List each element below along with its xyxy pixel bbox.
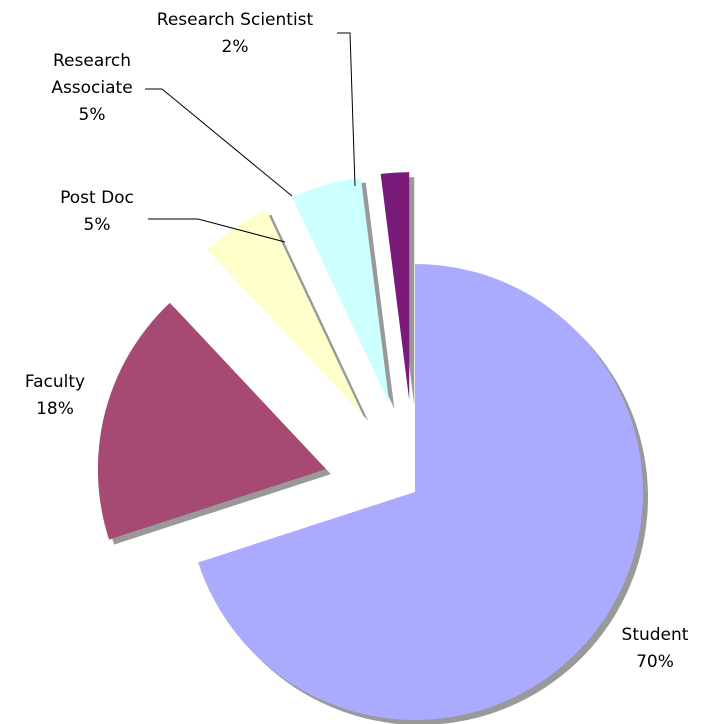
value-label: 18%	[36, 399, 74, 419]
slice	[380, 172, 410, 401]
slice	[207, 209, 364, 416]
slice	[97, 302, 326, 540]
value-label: 5%	[83, 215, 111, 235]
leader-line	[145, 88, 293, 197]
slices	[97, 172, 643, 720]
category-label: Research Associate	[51, 51, 133, 98]
slice-label: Student 70%	[595, 622, 705, 676]
slice-label: Faculty 18%	[5, 369, 105, 423]
value-label: 5%	[78, 105, 106, 125]
category-label: Post Doc	[60, 188, 134, 208]
category-label: Student	[621, 625, 689, 645]
value-label: 70%	[636, 652, 674, 672]
category-label: Research Scientist	[156, 10, 314, 30]
slice	[198, 264, 643, 720]
value-label: 2%	[221, 37, 249, 57]
leader-line	[337, 32, 356, 187]
slice-label: Research Associate 5%	[27, 48, 157, 129]
slice	[292, 177, 390, 404]
slice-label: Research Scientist 2%	[125, 7, 345, 61]
leader-line	[148, 218, 286, 243]
category-label: Faculty	[24, 372, 86, 392]
slice-label: Post Doc 5%	[57, 185, 137, 239]
